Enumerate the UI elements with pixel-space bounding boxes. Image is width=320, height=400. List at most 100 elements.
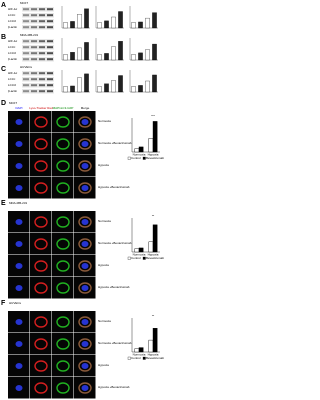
legend-swatch: [127, 156, 131, 160]
column-header: DAPI: [15, 106, 22, 110]
micrograph: [30, 255, 52, 277]
band: [47, 8, 53, 11]
nucleus: [15, 341, 23, 347]
bar: [145, 80, 150, 93]
cell: [78, 160, 92, 172]
cell: [78, 116, 92, 128]
band-label: HIF-1α: [8, 7, 18, 11]
nucleus: [81, 219, 89, 225]
cell: [78, 138, 92, 150]
band: [47, 14, 53, 17]
bar: [152, 328, 158, 353]
bar: [138, 347, 144, 353]
micrograph: [52, 133, 74, 155]
panel-label: A: [1, 2, 6, 9]
band: [47, 52, 53, 55]
band-label: LC3-I: [8, 45, 16, 49]
legend-swatch: [127, 356, 131, 360]
cell: [78, 216, 92, 228]
legend-swatch: [127, 256, 131, 260]
cell: [56, 316, 70, 328]
column-header: Merge: [81, 106, 90, 110]
band: [47, 58, 53, 61]
cell: [78, 238, 92, 250]
band: [23, 26, 29, 29]
micrograph: [52, 377, 74, 399]
blot-strip: [22, 13, 54, 18]
cell: [56, 160, 70, 172]
micrograph: [30, 111, 52, 133]
micrograph: [30, 355, 52, 377]
bar: [145, 49, 150, 61]
bar: [152, 224, 158, 253]
micrograph: [30, 211, 52, 233]
bar: [70, 21, 75, 29]
nucleus: [81, 263, 89, 269]
blot-strip: [22, 57, 54, 62]
bar: [138, 247, 144, 253]
band: [47, 72, 53, 75]
band: [47, 46, 53, 49]
band: [39, 58, 45, 61]
row-label: Normoxia: [98, 219, 111, 223]
micrograph: [30, 133, 52, 155]
bar: [111, 80, 116, 93]
x-tick-label: Hypoxia: [148, 152, 159, 156]
cell: [34, 238, 48, 250]
cell: [34, 116, 48, 128]
legend-label: Control: [131, 156, 141, 160]
band: [47, 20, 53, 23]
bar: [118, 11, 123, 29]
x-tick-label: Normoxia: [133, 352, 146, 356]
band: [31, 14, 37, 17]
band: [39, 52, 45, 55]
cell: [34, 160, 48, 172]
band: [23, 52, 29, 55]
nucleus: [15, 263, 23, 269]
nucleus: [15, 385, 23, 391]
cell-line: MCF7: [20, 1, 28, 5]
nucleus: [81, 141, 89, 147]
bar: [148, 241, 154, 253]
bar: [138, 52, 143, 61]
band: [39, 72, 45, 75]
band: [23, 78, 29, 81]
legend-swatch: [142, 256, 146, 260]
cell: [34, 260, 48, 272]
micrograph: [52, 333, 74, 355]
cell-line: HUVECs: [9, 301, 22, 305]
bar: [70, 52, 75, 61]
band: [31, 58, 37, 61]
cell-line: MDA-MB-231: [20, 33, 39, 37]
bar: [145, 17, 150, 29]
row-label: Hypoxia: [98, 363, 109, 367]
cell: [56, 360, 70, 372]
band-label: LC3-I: [8, 13, 16, 17]
legend-label: Bevacizumab: [146, 356, 164, 360]
band-label: β-actin: [8, 57, 17, 61]
bar: [131, 54, 136, 61]
bar: [97, 22, 102, 29]
band: [39, 14, 45, 17]
bar: [84, 8, 89, 29]
cell: [56, 338, 70, 350]
blot-strip: [22, 89, 54, 94]
annotation: ***: [151, 114, 155, 118]
nucleus: [81, 241, 89, 247]
nucleus: [15, 319, 23, 325]
bar: [63, 22, 68, 29]
bar: [134, 148, 140, 153]
x-tick-label: Hypoxia: [148, 352, 159, 356]
row-label: Normoxia: [98, 119, 111, 123]
nucleus: [15, 185, 23, 191]
band: [39, 26, 45, 29]
band: [31, 20, 37, 23]
band: [23, 72, 29, 75]
band: [23, 20, 29, 23]
bar: [131, 86, 136, 93]
blot-strip: [22, 25, 54, 30]
cell: [56, 216, 70, 228]
band: [23, 90, 29, 93]
band-label: LC3-I: [8, 77, 16, 81]
micrograph: [30, 233, 52, 255]
